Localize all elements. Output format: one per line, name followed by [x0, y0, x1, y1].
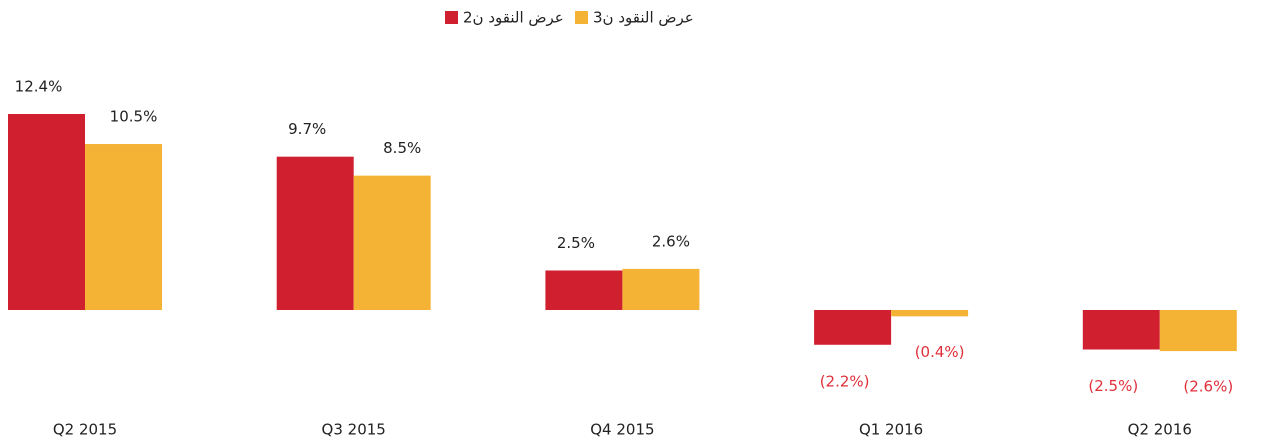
value-label: 8.5%: [383, 139, 421, 157]
x-tick-label: Q2 2015: [53, 421, 117, 439]
x-tick-label: Q1 2016: [859, 421, 923, 439]
legend-label: عرض النقود ن3: [593, 9, 694, 27]
bar: [1159, 310, 1237, 352]
value-label: 12.4%: [15, 78, 63, 96]
value-label: (2.2%): [820, 372, 870, 390]
value-label: 10.5%: [110, 108, 158, 126]
value-label: (0.4%): [915, 343, 965, 361]
x-tick-label: Q4 2015: [590, 421, 654, 439]
value-label: 9.7%: [288, 120, 326, 138]
value-label: 2.5%: [557, 234, 595, 252]
bar: [353, 175, 431, 310]
bar: [891, 310, 969, 317]
value-label: (2.5%): [1088, 377, 1138, 395]
bar: [814, 310, 892, 345]
bar: [1082, 310, 1160, 350]
bar: [545, 270, 623, 310]
legend-swatch: [575, 11, 588, 24]
bar: [622, 268, 700, 310]
value-label: 2.6%: [652, 232, 690, 250]
x-tick-label: Q3 2015: [322, 421, 386, 439]
x-tick-label: Q2 2016: [1128, 421, 1192, 439]
bar: [8, 114, 85, 310]
legend-label: عرض النقود ن2: [463, 9, 564, 27]
bar: [85, 144, 162, 310]
bar: [276, 156, 354, 310]
value-label: (2.6%): [1183, 378, 1233, 396]
legend-swatch: [445, 11, 458, 24]
